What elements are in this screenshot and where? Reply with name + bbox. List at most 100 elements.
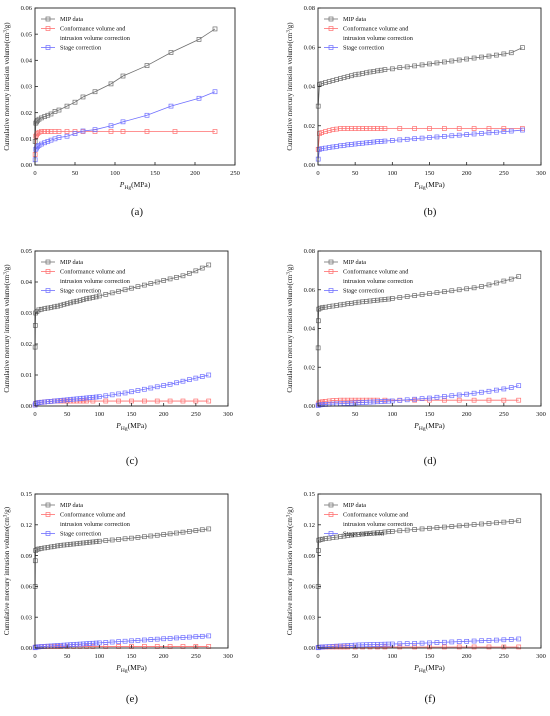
data-point-s2-20 xyxy=(389,138,395,143)
data-point-s0-30 xyxy=(142,534,147,540)
legend-marker xyxy=(328,531,334,536)
data-point-s2-24 xyxy=(404,397,410,403)
data-point-s2-25 xyxy=(116,391,121,397)
data-point-s1-15 xyxy=(382,644,388,650)
legend-entry-1: Conformance volume and xyxy=(343,26,409,33)
data-point-s1-25 xyxy=(167,398,173,404)
data-point-s2-14 xyxy=(71,396,76,402)
data-point-s1-25 xyxy=(471,126,477,131)
y-tick-label: 0.06 xyxy=(304,584,316,591)
data-point-s2-36 xyxy=(494,387,499,393)
data-point-s2-27 xyxy=(427,640,432,646)
legend-entry-2: Stage correction xyxy=(60,288,102,295)
data-point-s1-20 xyxy=(103,398,109,404)
y-tick-label: 0.00 xyxy=(21,645,32,652)
y-tick-label: 0.00 xyxy=(21,403,32,410)
legend-marker xyxy=(45,512,51,517)
data-point-s0-28 xyxy=(129,285,134,291)
data-point-s0-22 xyxy=(404,64,410,70)
data-point-s2-32 xyxy=(464,638,470,644)
legend-marker xyxy=(328,269,334,274)
legend-entry-continued: intrusion volume correction xyxy=(343,35,414,42)
data-point-s2-30 xyxy=(449,393,455,399)
data-point-s0-7 xyxy=(45,112,51,118)
data-point-s1-24 xyxy=(456,126,462,131)
data-point-s0-2 xyxy=(33,548,38,553)
y-tick-label: 0.12 xyxy=(304,522,315,529)
data-point-s2-31 xyxy=(456,639,462,644)
data-point-s2-9 xyxy=(55,398,60,404)
data-point-s0-4 xyxy=(36,546,42,552)
data-point-s2-28 xyxy=(135,388,141,393)
legend-marker xyxy=(45,288,51,293)
data-point-s0-17 xyxy=(77,298,83,303)
data-point-s1-25 xyxy=(471,397,477,403)
x-tick-label: 250 xyxy=(191,653,201,660)
data-point-s0-24 xyxy=(419,62,425,68)
data-point-s2-13 xyxy=(68,642,73,648)
data-point-s0-38 xyxy=(193,268,199,274)
data-point-s2-9 xyxy=(55,643,60,648)
data-point-s1-19 xyxy=(442,644,447,650)
data-point-s0-11 xyxy=(64,103,70,109)
data-point-s0-37 xyxy=(494,280,499,286)
y-tick-label: 0.00 xyxy=(304,162,315,169)
y-tick-label: 0.15 xyxy=(304,491,315,498)
data-point-s2-18 xyxy=(84,395,89,401)
data-point-s0-27 xyxy=(122,287,128,293)
legend-marker xyxy=(45,502,51,508)
data-point-s1-24 xyxy=(154,398,160,404)
y-tick-label: 0.08 xyxy=(304,5,315,12)
data-point-s0-14 xyxy=(68,541,73,547)
data-point-s2-31 xyxy=(154,384,160,390)
x-tick-label: 300 xyxy=(536,170,546,177)
series-line-2 xyxy=(34,635,209,648)
data-point-s0-39 xyxy=(508,519,514,524)
data-point-s2-28 xyxy=(449,133,455,139)
x-tick-label: 0 xyxy=(316,653,319,660)
x-tick-label: 50 xyxy=(64,411,71,418)
data-point-s2-37 xyxy=(193,375,199,381)
data-point-s2-38 xyxy=(199,633,205,639)
data-point-s0-36 xyxy=(180,529,186,535)
data-point-s0-37 xyxy=(187,270,192,276)
x-axis-label: PHg(MPa) xyxy=(413,421,445,432)
data-point-s0-40 xyxy=(206,526,212,532)
legend-entry-1: Conformance volume and xyxy=(60,269,126,276)
data-point-s0-4 xyxy=(36,116,42,122)
data-point-s2-39 xyxy=(206,633,212,639)
data-point-s2-36 xyxy=(187,634,192,640)
legend-marker xyxy=(45,259,51,265)
data-point-s1-21 xyxy=(412,126,417,131)
y-tick-label: 0.02 xyxy=(304,123,315,130)
data-point-s0-33 xyxy=(161,278,167,283)
y-tick-label: 0.01 xyxy=(21,372,32,379)
data-point-s1-21 xyxy=(167,644,173,649)
series-line-0 xyxy=(317,520,519,587)
data-point-s2-39 xyxy=(516,383,522,389)
data-point-s2-26 xyxy=(434,134,440,140)
data-point-s2-39 xyxy=(516,636,522,642)
data-point-s0-35 xyxy=(501,51,507,57)
data-point-s1-15 xyxy=(90,644,96,649)
data-point-s1-23 xyxy=(193,644,199,649)
data-point-s2-38 xyxy=(508,385,514,390)
chart-panel-f: 0 50 100 150 200 250 300 0.00 0.03 0.06 0.09 0.12 0.… xyxy=(286,491,546,705)
data-point-s0-38 xyxy=(501,519,507,525)
chart-panel-b: 0 50 100 150 200 250 300 0.00 0.02 0.04 0.06 0.08 PH… xyxy=(286,5,546,218)
x-tick-label: 0 xyxy=(33,653,36,660)
y-axis-label: Cumulative mercury intrusion volume(cm3/… xyxy=(3,506,11,635)
data-point-s1-20 xyxy=(456,644,462,650)
data-point-s0-18 xyxy=(168,50,174,55)
y-tick-label: 0.04 xyxy=(21,279,33,286)
data-point-s2-23 xyxy=(397,641,403,647)
data-point-s0-25 xyxy=(427,61,432,67)
x-tick-label: 200 xyxy=(190,170,200,177)
data-point-s0-34 xyxy=(471,522,477,527)
y-tick-label: 0.03 xyxy=(21,614,32,621)
data-point-s0-6 xyxy=(42,545,48,551)
data-point-s2-26 xyxy=(122,390,128,396)
data-point-s1-16 xyxy=(120,129,126,134)
data-point-s2-37 xyxy=(193,634,199,640)
